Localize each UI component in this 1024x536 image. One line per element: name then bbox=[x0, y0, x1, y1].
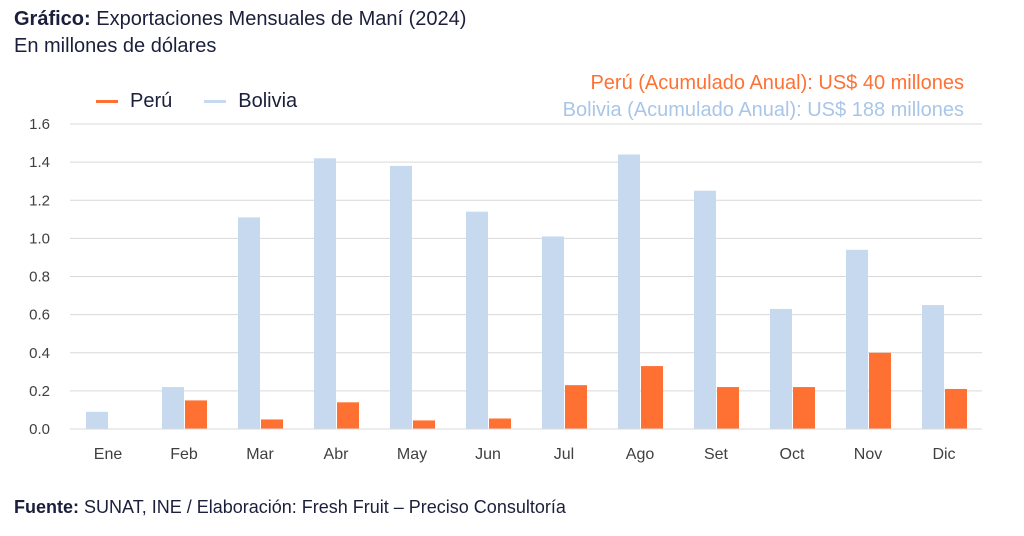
bar-bolivia bbox=[618, 154, 640, 429]
x-tick-label: Jun bbox=[475, 446, 501, 463]
legend-swatch-peru bbox=[96, 100, 118, 103]
chart-subtitle: En millones de dólares bbox=[14, 35, 217, 57]
x-tick-label: Ene bbox=[94, 446, 123, 463]
bolivia-total: Bolivia (Acumulado Anual): US$ 188 millo… bbox=[562, 99, 964, 121]
y-tick-label: 0.8 bbox=[29, 269, 50, 286]
bar-bolivia bbox=[922, 305, 944, 429]
bar-peru bbox=[945, 388, 967, 429]
y-tick-label: 1.6 bbox=[29, 116, 50, 133]
legend-label-peru: Perú bbox=[130, 90, 173, 112]
x-tick-label: Nov bbox=[854, 446, 882, 463]
bar-peru bbox=[869, 352, 891, 429]
x-tick-label: Set bbox=[704, 446, 729, 463]
x-tick-label: Ago bbox=[626, 446, 655, 463]
chart-legend: Perú Bolivia bbox=[96, 90, 329, 113]
y-tick-label: 0.2 bbox=[29, 383, 50, 400]
y-tick-label: 1.4 bbox=[29, 154, 50, 171]
peru-total: Perú (Acumulado Anual): US$ 40 millones bbox=[590, 72, 964, 94]
bar-peru bbox=[717, 387, 739, 429]
legend-label-bolivia: Bolivia bbox=[238, 90, 298, 112]
legend-item-peru: Perú bbox=[96, 90, 172, 113]
y-tick-label: 0.0 bbox=[29, 421, 50, 438]
source-text: SUNAT, INE / Elaboración: Fresh Fruit – … bbox=[84, 497, 566, 517]
x-tick-label: Jul bbox=[554, 446, 574, 463]
y-tick-label: 1.0 bbox=[29, 230, 50, 247]
bar-peru bbox=[489, 418, 511, 429]
bar-bolivia bbox=[694, 190, 716, 429]
chart-title-prefix: Gráfico: bbox=[14, 8, 91, 30]
y-tick-label: 0.4 bbox=[29, 345, 50, 362]
bar-peru bbox=[565, 385, 587, 429]
bar-bolivia bbox=[542, 236, 564, 429]
bar-bolivia bbox=[162, 387, 184, 429]
chart-title: Gráfico: Exportaciones Mensuales de Maní… bbox=[14, 6, 466, 33]
chart-title-block: Gráfico: Exportaciones Mensuales de Maní… bbox=[14, 6, 466, 60]
x-tick-label: Abr bbox=[324, 446, 350, 463]
bar-bolivia bbox=[86, 411, 108, 429]
bar-bolivia bbox=[770, 308, 792, 429]
x-tick-label: Oct bbox=[780, 446, 805, 463]
y-tick-label: 1.2 bbox=[29, 192, 50, 209]
bar-bolivia bbox=[466, 211, 488, 429]
x-tick-label: May bbox=[397, 446, 427, 463]
x-tick-label: Mar bbox=[246, 446, 274, 463]
bar-peru bbox=[261, 419, 283, 429]
bar-peru bbox=[413, 420, 435, 429]
bar-peru bbox=[337, 402, 359, 429]
chart-title-text: Exportaciones Mensuales de Maní (2024) bbox=[96, 8, 467, 30]
x-tick-label: Dic bbox=[932, 446, 955, 463]
y-tick-label: 0.6 bbox=[29, 307, 50, 324]
bar-bolivia bbox=[846, 249, 868, 429]
legend-swatch-bolivia bbox=[204, 100, 227, 103]
source-note: Fuente: SUNAT, INE / Elaboración: Fresh … bbox=[14, 497, 566, 518]
bar-bolivia bbox=[390, 165, 412, 429]
bar-peru bbox=[641, 366, 663, 429]
annual-totals: Perú (Acumulado Anual): US$ 40 millones … bbox=[563, 70, 964, 124]
bar-peru bbox=[185, 400, 207, 429]
bar-bolivia bbox=[314, 158, 336, 429]
x-tick-label: Feb bbox=[170, 446, 198, 463]
bar-peru bbox=[793, 387, 815, 429]
legend-item-bolivia: Bolivia bbox=[204, 90, 297, 113]
source-label: Fuente: bbox=[14, 497, 79, 517]
bar-bolivia bbox=[238, 217, 260, 429]
